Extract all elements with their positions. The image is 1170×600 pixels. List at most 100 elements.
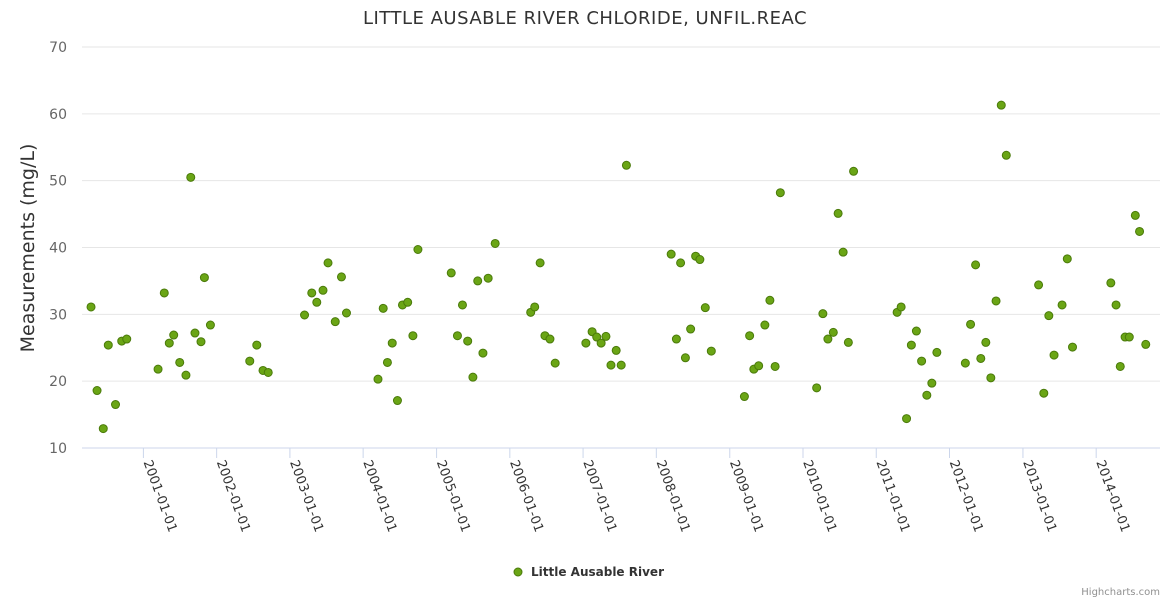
- legend-label[interactable]: Little Ausable River: [531, 565, 664, 579]
- data-point[interactable]: [478, 348, 488, 358]
- data-point[interactable]: [530, 302, 540, 312]
- data-point[interactable]: [392, 396, 402, 406]
- data-point[interactable]: [263, 367, 273, 377]
- data-point[interactable]: [1049, 350, 1059, 360]
- data-point[interactable]: [378, 303, 388, 313]
- data-point[interactable]: [1135, 226, 1145, 236]
- data-point[interactable]: [175, 357, 185, 367]
- data-point[interactable]: [111, 400, 121, 410]
- data-point[interactable]: [986, 373, 996, 383]
- data-point[interactable]: [403, 297, 413, 307]
- data-point[interactable]: [373, 374, 383, 384]
- data-point[interactable]: [812, 383, 822, 393]
- data-point[interactable]: [1044, 311, 1054, 321]
- data-point[interactable]: [196, 337, 206, 347]
- data-point[interactable]: [833, 208, 843, 218]
- data-point[interactable]: [205, 320, 215, 330]
- data-point[interactable]: [181, 370, 191, 380]
- data-point[interactable]: [318, 285, 328, 295]
- data-point[interactable]: [535, 258, 545, 268]
- data-point[interactable]: [468, 372, 478, 382]
- data-point[interactable]: [300, 310, 310, 320]
- data-point[interactable]: [838, 247, 848, 257]
- data-point[interactable]: [849, 166, 859, 176]
- data-point[interactable]: [1068, 342, 1078, 352]
- data-point[interactable]: [917, 356, 927, 366]
- data-point[interactable]: [932, 347, 942, 357]
- data-point[interactable]: [545, 334, 555, 344]
- data-point[interactable]: [680, 353, 690, 363]
- data-point[interactable]: [596, 338, 606, 348]
- data-point[interactable]: [902, 414, 912, 424]
- data-point[interactable]: [169, 330, 179, 340]
- data-point[interactable]: [122, 334, 132, 344]
- data-point[interactable]: [686, 324, 696, 334]
- legend[interactable]: Little Ausable River: [513, 565, 664, 579]
- data-point[interactable]: [252, 340, 262, 350]
- data-point[interactable]: [754, 361, 764, 371]
- data-point[interactable]: [775, 188, 785, 198]
- data-point[interactable]: [446, 268, 456, 278]
- data-point[interactable]: [164, 338, 174, 348]
- data-point[interactable]: [601, 331, 611, 341]
- data-point[interactable]: [307, 288, 317, 298]
- data-point[interactable]: [153, 364, 163, 374]
- data-point[interactable]: [190, 328, 200, 338]
- data-point[interactable]: [616, 360, 626, 370]
- data-point[interactable]: [611, 345, 621, 355]
- data-point[interactable]: [666, 249, 676, 259]
- data-point[interactable]: [676, 258, 686, 268]
- data-point[interactable]: [745, 331, 755, 341]
- data-point[interactable]: [408, 331, 418, 341]
- data-point[interactable]: [1057, 300, 1067, 310]
- data-point[interactable]: [199, 273, 209, 283]
- data-point[interactable]: [828, 327, 838, 337]
- data-point[interactable]: [413, 245, 423, 255]
- data-point[interactable]: [592, 332, 602, 342]
- data-point[interactable]: [330, 317, 340, 327]
- data-point[interactable]: [695, 255, 705, 265]
- highcharts-credit[interactable]: Highcharts.com: [1081, 587, 1160, 598]
- data-point[interactable]: [103, 340, 113, 350]
- data-point[interactable]: [1034, 280, 1044, 290]
- data-point[interactable]: [606, 360, 616, 370]
- data-point[interactable]: [966, 319, 976, 329]
- data-point[interactable]: [700, 303, 710, 313]
- data-point[interactable]: [92, 386, 102, 396]
- data-point[interactable]: [382, 357, 392, 367]
- data-point[interactable]: [991, 296, 1001, 306]
- data-point[interactable]: [765, 295, 775, 305]
- data-point[interactable]: [621, 160, 631, 170]
- data-point[interactable]: [1130, 210, 1140, 220]
- data-point[interactable]: [976, 353, 986, 363]
- data-point[interactable]: [463, 336, 473, 346]
- data-point[interactable]: [1106, 278, 1116, 288]
- data-point[interactable]: [1141, 339, 1151, 349]
- data-point[interactable]: [1124, 332, 1134, 342]
- data-point[interactable]: [843, 337, 853, 347]
- data-point[interactable]: [971, 260, 981, 270]
- data-point[interactable]: [706, 346, 716, 356]
- data-point[interactable]: [98, 424, 108, 434]
- data-point[interactable]: [490, 238, 500, 248]
- data-point[interactable]: [581, 338, 591, 348]
- data-point[interactable]: [387, 338, 397, 348]
- data-point[interactable]: [996, 100, 1006, 110]
- data-point[interactable]: [770, 361, 780, 371]
- data-point[interactable]: [896, 302, 906, 312]
- data-point[interactable]: [1062, 254, 1072, 264]
- data-point[interactable]: [245, 356, 255, 366]
- data-point[interactable]: [312, 297, 322, 307]
- data-point[interactable]: [823, 334, 833, 344]
- data-point[interactable]: [906, 340, 916, 350]
- data-point[interactable]: [1115, 361, 1125, 371]
- data-point[interactable]: [336, 272, 346, 282]
- data-point[interactable]: [927, 378, 937, 388]
- data-point[interactable]: [483, 273, 493, 283]
- data-point[interactable]: [911, 326, 921, 336]
- data-point[interactable]: [922, 390, 932, 400]
- data-point[interactable]: [981, 337, 991, 347]
- data-point[interactable]: [86, 302, 96, 312]
- data-point[interactable]: [457, 300, 467, 310]
- data-point[interactable]: [550, 358, 560, 368]
